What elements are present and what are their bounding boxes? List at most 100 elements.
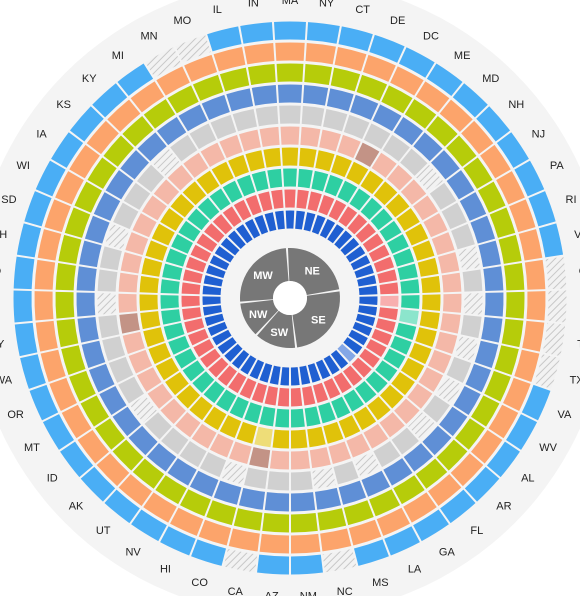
heat-cell-sd-ring-7 <box>84 215 110 244</box>
heat-cell-ma-ring-5 <box>280 126 300 145</box>
heat-cell-mn-ring-6 <box>189 123 217 150</box>
heat-cell-al-ring-6 <box>423 395 450 423</box>
heat-cell-mt-ring-8 <box>80 395 109 427</box>
heat-cell-id-ring-9 <box>77 429 110 464</box>
heat-cell-co-ring-6 <box>221 461 247 485</box>
heat-cell-sc-ring-3 <box>401 295 420 309</box>
heat-cell-vt-ring-4 <box>417 257 439 277</box>
heat-cell-tx-ring-5 <box>435 331 458 355</box>
state-label-hi: HI <box>160 564 171 576</box>
state-label-dc: DC <box>423 30 439 42</box>
state-label-in: IN <box>248 0 259 9</box>
heat-cell-ky-ring-5 <box>167 165 194 191</box>
heat-cell-vt-ring-6 <box>458 246 481 271</box>
heat-cell-wv-ring-6 <box>435 376 462 404</box>
heat-cell-ar-ring-9 <box>450 453 484 487</box>
heat-cell-id-ring-10 <box>60 441 94 478</box>
heat-cell-ms-ring-3 <box>318 402 336 424</box>
heat-cell-nh-ring-8 <box>446 135 477 167</box>
heat-cell-sd-ring-5 <box>125 232 149 256</box>
heat-cell-hi-ring-1 <box>249 359 265 380</box>
heat-cell-wa-ring-9 <box>40 349 66 382</box>
region-label-mw: MW <box>253 270 273 282</box>
heat-cell-ks-ring-1 <box>220 237 240 256</box>
heat-cell-mn-ring-4 <box>211 161 234 185</box>
heat-cell-nh-ring-7 <box>431 150 460 180</box>
heat-cell-wi-ring-7 <box>93 192 121 221</box>
state-label-vt: VT <box>574 229 580 241</box>
heat-cell-tn-ring-7 <box>481 316 503 343</box>
heat-cell-ct-ring-1 <box>303 212 316 232</box>
heat-cell-ri-ring-6 <box>451 223 475 250</box>
heat-cell-mt-ring-4 <box>155 357 180 381</box>
heat-cell-ct-ring-5 <box>319 129 341 152</box>
heat-cell-de-ring-6 <box>343 114 370 140</box>
heat-cell-co-ring-5 <box>229 441 252 465</box>
heat-cell-ok-ring-10 <box>545 256 567 290</box>
heat-cell-nm-ring-1 <box>290 367 300 386</box>
state-label-nm: NM <box>300 590 317 596</box>
heat-cell-or-ring-7 <box>88 363 115 393</box>
heat-cell-ne-ring-8 <box>55 291 75 319</box>
heat-cell-va-ring-1 <box>352 321 373 337</box>
heat-cell-ma-ring-9 <box>275 42 305 61</box>
heat-cell-nj-ring-7 <box>446 170 475 200</box>
heat-cell-ak-ring-10 <box>80 466 116 502</box>
heat-cell-ma-ring-7 <box>277 84 303 103</box>
heat-cell-la-ring-3 <box>331 396 351 419</box>
state-label-nj: NJ <box>532 128 545 140</box>
heat-cell-wa-ring-8 <box>61 345 86 375</box>
heat-cell-ut-ring-10 <box>104 489 140 524</box>
heat-cell-ga-ring-10 <box>413 509 449 542</box>
heat-cell-de-ring-4 <box>331 154 352 178</box>
heat-cell-ar-ring-5 <box>394 398 420 425</box>
heat-cell-md-ring-9 <box>439 99 473 132</box>
heat-cell-ny-ring-2 <box>296 189 309 209</box>
heat-cell-la-ring-2 <box>323 378 341 399</box>
heat-cell-ms-ring-8 <box>343 500 374 526</box>
heat-cell-sd-ring-10 <box>24 191 52 227</box>
heat-cell-ky-ring-3 <box>197 197 220 220</box>
state-label-oh: OH <box>0 229 7 241</box>
heat-cell-de-ring-1 <box>311 214 326 235</box>
heat-cell-md-ring-2 <box>347 214 368 235</box>
heat-cell-ma-ring-4 <box>281 147 299 166</box>
heat-cell-va-ring-8 <box>484 370 511 402</box>
heat-cell-ok-ring-7 <box>483 266 504 292</box>
heat-cell-ky-ring-7 <box>137 132 167 162</box>
heat-cell-wa-ring-5 <box>122 331 145 355</box>
heat-cell-ut-ring-4 <box>189 396 213 421</box>
heat-cell-me-ring-7 <box>393 117 424 146</box>
heat-cell-ma-ring-10 <box>274 21 306 40</box>
heat-cell-mo-ring-3 <box>236 174 256 197</box>
heat-cell-wy-ring-1 <box>202 305 222 316</box>
heat-cell-nh-ring-4 <box>385 193 410 218</box>
heat-cell-va-ring-3 <box>390 335 412 355</box>
heat-cell-ri-ring-9 <box>509 199 536 233</box>
heat-cell-dc-ring-4 <box>346 161 369 185</box>
heat-cell-wy-ring-9 <box>35 320 58 352</box>
heat-cell-ny-ring-3 <box>297 168 313 189</box>
heat-cell-ga-ring-4 <box>353 406 377 431</box>
heat-cell-nh-ring-3 <box>370 208 393 231</box>
heat-cell-mo-ring-10 <box>175 34 211 63</box>
heat-cell-id-ring-6 <box>130 395 157 423</box>
heat-cell-me-ring-5 <box>371 152 397 178</box>
heat-cell-nm-ring-5 <box>290 450 311 470</box>
heat-cell-az-ring-6 <box>267 471 290 491</box>
heat-cell-ny-ring-10 <box>306 22 340 44</box>
heat-cell-nd-ring-2 <box>181 282 201 295</box>
state-label-ms: MS <box>372 577 389 589</box>
heat-cell-mt-ring-1 <box>212 329 232 346</box>
state-label-me: ME <box>454 50 471 62</box>
heat-cell-nh-ring-10 <box>476 106 511 142</box>
heat-cell-nj-ring-2 <box>362 233 384 252</box>
heat-cell-ri-ring-7 <box>470 215 496 244</box>
heat-cell-mn-ring-7 <box>178 104 208 132</box>
heat-cell-fl-ring-7 <box>403 443 434 472</box>
heat-cell-vt-ring-3 <box>397 263 418 280</box>
heat-cell-id-ring-4 <box>165 371 189 396</box>
heat-cell-ak-ring-8 <box>112 439 144 471</box>
heat-cell-ma-ring-2 <box>284 189 296 208</box>
state-label-or: OR <box>7 409 24 421</box>
